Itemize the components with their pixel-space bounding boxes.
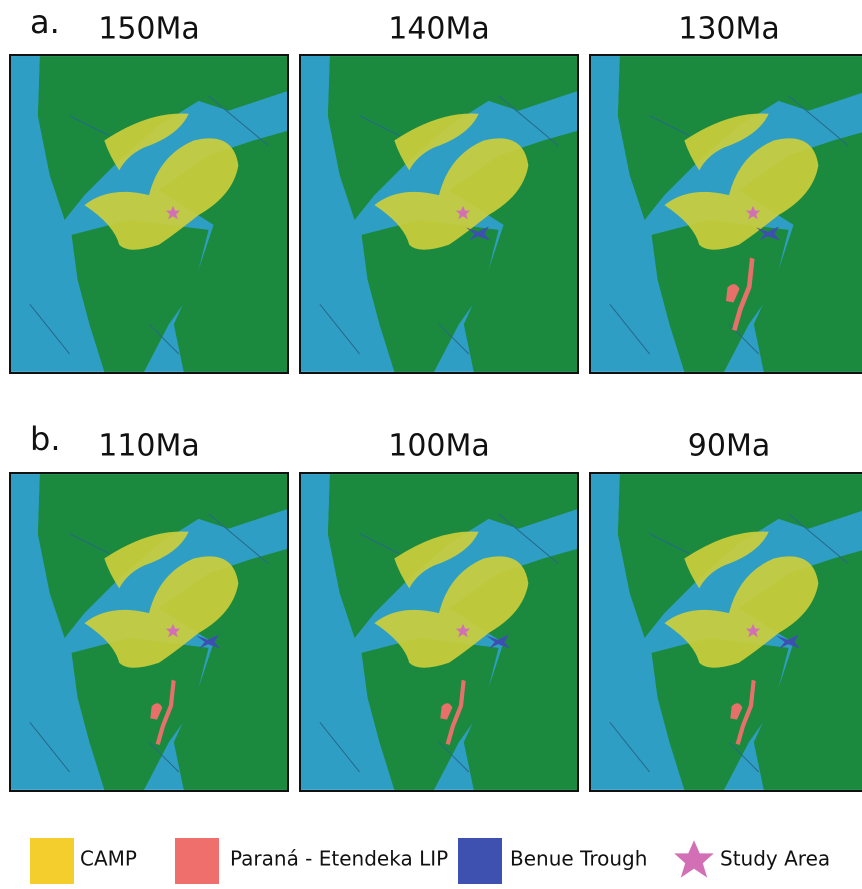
map-title: 110Ma (98, 429, 200, 464)
map-base (10, 473, 288, 791)
legend-label: Benue Trough (510, 847, 647, 871)
legend-swatch (674, 840, 714, 878)
map (9, 472, 289, 792)
map (589, 54, 862, 374)
map-title: 140Ma (388, 12, 490, 47)
map-frame (589, 54, 862, 374)
legend-label: Study Area (720, 847, 830, 871)
map (589, 472, 862, 792)
panel-label: a. (30, 3, 60, 41)
map-base (590, 473, 862, 791)
map-base (10, 55, 288, 373)
map-frame (9, 54, 289, 374)
panel-label: b. (30, 420, 60, 458)
legend-label: Paraná - Etendeka LIP (230, 847, 448, 871)
map (9, 54, 289, 374)
legend-label: CAMP (80, 847, 137, 871)
map-frame (9, 472, 289, 792)
map-base (300, 473, 578, 791)
map (299, 472, 579, 792)
map-title: 130Ma (678, 12, 780, 47)
map-frame (299, 54, 579, 374)
legend-swatch (458, 838, 502, 884)
map (299, 54, 579, 374)
map-frame (299, 472, 579, 792)
legend-swatch (30, 838, 74, 884)
map-title: 150Ma (98, 12, 200, 47)
map-title: 90Ma (688, 429, 770, 464)
map-frame (589, 472, 862, 792)
map-base (590, 55, 862, 373)
map-base (300, 55, 578, 373)
map-title: 100Ma (388, 429, 490, 464)
legend-swatch (175, 838, 219, 884)
